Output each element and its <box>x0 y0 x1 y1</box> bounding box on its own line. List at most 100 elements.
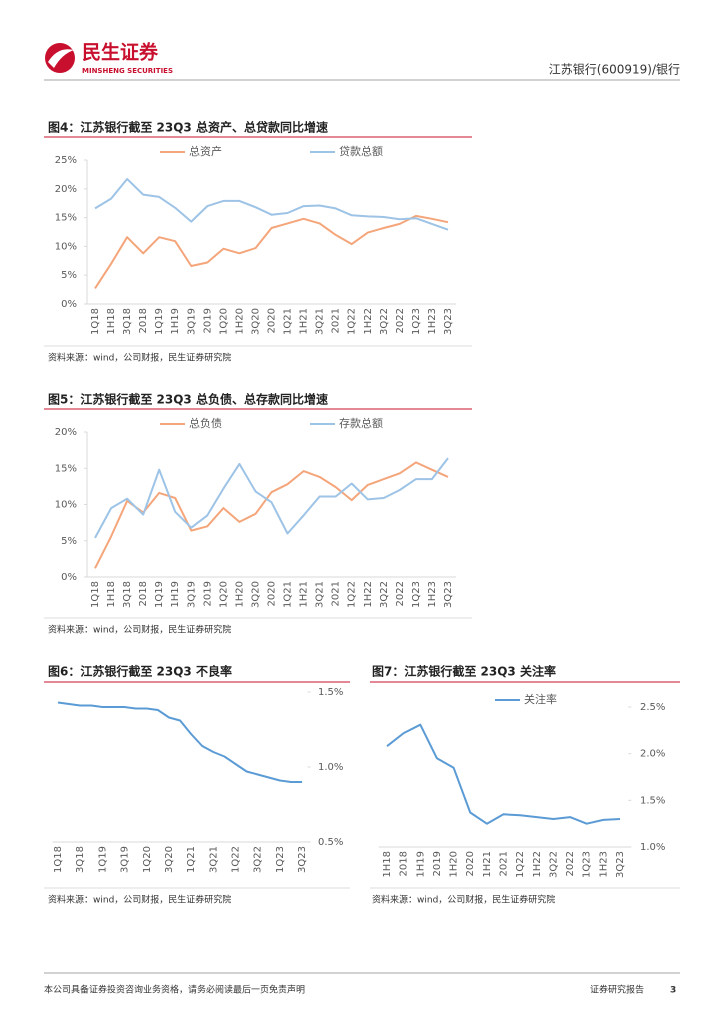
x-tick-label: 3Q19 <box>186 581 197 608</box>
x-tick-label: 2019 <box>202 308 213 333</box>
x-tick-label: 2018 <box>138 581 149 606</box>
x-tick-label: 3Q22 <box>548 851 559 878</box>
x-tick-label: 3Q23 <box>443 308 454 335</box>
figure-title: 图6：江苏银行截至 23Q3 不良率 <box>48 664 232 679</box>
legend-label: 总资产 <box>189 144 222 158</box>
x-tick-label: 2021 <box>499 851 510 876</box>
y-tick-label: 1.5% <box>318 687 343 698</box>
disclaimer: 本公司具备证券投资咨询业务资格，请务必阅读最后一页免责声明 <box>44 984 305 996</box>
x-tick-label: 3Q21 <box>315 308 326 335</box>
x-tick-label: 1H18 <box>106 308 117 335</box>
page-number: 3 <box>670 986 676 996</box>
y-tick-label: 5% <box>61 270 77 281</box>
report-type: 证券研究报告 <box>590 984 644 996</box>
x-tick-label: 1Q23 <box>275 846 286 873</box>
x-tick-label: 3Q18 <box>75 846 86 873</box>
x-tick-label: 1H19 <box>415 851 426 878</box>
x-tick-label: 1Q19 <box>97 846 108 873</box>
series-line <box>386 723 621 825</box>
x-tick-label: 1Q23 <box>582 851 593 878</box>
logo <box>45 43 75 73</box>
x-tick-label: 3Q23 <box>443 581 454 608</box>
x-tick-label: 1H23 <box>427 308 438 335</box>
x-tick-label: 3Q20 <box>250 581 261 608</box>
x-tick-label: 1Q23 <box>411 308 422 335</box>
source-note: 资料来源：wind，公司财报，民生证券研究院 <box>48 352 231 364</box>
y-tick-label: 15% <box>55 463 77 474</box>
y-tick-label: 10% <box>55 500 77 511</box>
x-tick-label: 1H18 <box>106 581 117 608</box>
x-tick-label: 1Q22 <box>347 308 358 335</box>
y-tick-label: 25% <box>55 155 77 166</box>
x-tick-label: 1Q18 <box>90 308 101 335</box>
x-tick-label: 1H21 <box>482 851 493 878</box>
x-tick-label: 1H23 <box>598 851 609 878</box>
y-tick-label: 1.0% <box>318 762 343 773</box>
x-tick-label: 3Q21 <box>208 846 219 873</box>
x-tick-label: 1Q21 <box>283 581 294 608</box>
y-tick-label: 0.5% <box>318 837 343 848</box>
y-tick-label: 1.0% <box>640 842 665 853</box>
x-tick-label: 1H22 <box>363 581 374 608</box>
brand-en: MINSHENG SECURITIES <box>82 67 173 75</box>
x-tick-label: 2018 <box>399 851 410 876</box>
figure-title: 图5：江苏银行截至 23Q3 总负债、总存款同比增速 <box>48 392 328 407</box>
x-tick-label: 1Q22 <box>515 851 526 878</box>
x-tick-label: 1Q23 <box>411 581 422 608</box>
x-tick-label: 2018 <box>138 308 149 333</box>
x-tick-label: 1H20 <box>449 851 460 878</box>
x-tick-label: 1Q20 <box>218 308 229 335</box>
x-tick-label: 3Q18 <box>122 581 133 608</box>
x-tick-label: 2021 <box>331 308 342 333</box>
series-line <box>94 178 449 231</box>
source-note: 资料来源：wind，公司财报，民生证券研究院 <box>372 894 555 906</box>
x-tick-label: 1Q19 <box>154 581 165 608</box>
y-tick-label: 0% <box>61 572 77 583</box>
y-tick-label: 10% <box>55 241 77 252</box>
x-tick-label: 2020 <box>267 581 278 606</box>
series-line <box>94 457 449 539</box>
x-tick-label: 3Q22 <box>379 308 390 335</box>
x-tick-label: 1H21 <box>299 581 310 608</box>
x-tick-label: 1H23 <box>427 581 438 608</box>
x-tick-label: 1H19 <box>170 308 181 335</box>
x-tick-label: 3Q19 <box>120 846 131 873</box>
x-tick-label: 2019 <box>432 851 443 876</box>
x-tick-label: 2022 <box>395 581 406 606</box>
x-tick-label: 3Q22 <box>253 846 264 873</box>
legend-label: 存款总额 <box>339 416 383 430</box>
x-tick-label: 3Q23 <box>297 846 308 873</box>
x-tick-label: 2022 <box>395 308 406 333</box>
series-line <box>94 214 449 289</box>
x-tick-label: 3Q23 <box>615 851 626 878</box>
x-tick-label: 1Q20 <box>142 846 153 873</box>
x-tick-label: 3Q20 <box>250 308 261 335</box>
y-tick-label: 20% <box>55 427 77 438</box>
header-right: 江苏银行(600919)/银行 <box>549 63 680 77</box>
x-tick-label: 1Q18 <box>90 581 101 608</box>
x-tick-label: 1H20 <box>234 308 245 335</box>
series-line <box>94 461 449 569</box>
x-tick-label: 1H19 <box>170 581 181 608</box>
x-tick-label: 2019 <box>202 581 213 606</box>
source-note: 资料来源：wind，公司财报，民生证券研究院 <box>48 624 231 636</box>
legend-label: 关注率 <box>524 692 557 706</box>
series-line <box>57 701 303 783</box>
x-tick-label: 1Q22 <box>231 846 242 873</box>
y-tick-label: 2.5% <box>640 702 665 713</box>
x-tick-label: 1Q22 <box>347 581 358 608</box>
x-tick-label: 2021 <box>331 581 342 606</box>
y-tick-label: 0% <box>61 299 77 310</box>
x-tick-label: 1H22 <box>532 851 543 878</box>
y-tick-label: 20% <box>55 184 77 195</box>
y-tick-label: 1.5% <box>640 795 665 806</box>
x-tick-label: 1H20 <box>234 581 245 608</box>
x-tick-label: 2020 <box>267 308 278 333</box>
x-tick-label: 1Q20 <box>218 581 229 608</box>
x-tick-label: 1Q18 <box>53 846 64 873</box>
x-tick-label: 1H22 <box>363 308 374 335</box>
x-tick-label: 3Q21 <box>315 581 326 608</box>
x-tick-label: 3Q18 <box>122 308 133 335</box>
x-tick-label: 3Q20 <box>164 846 175 873</box>
